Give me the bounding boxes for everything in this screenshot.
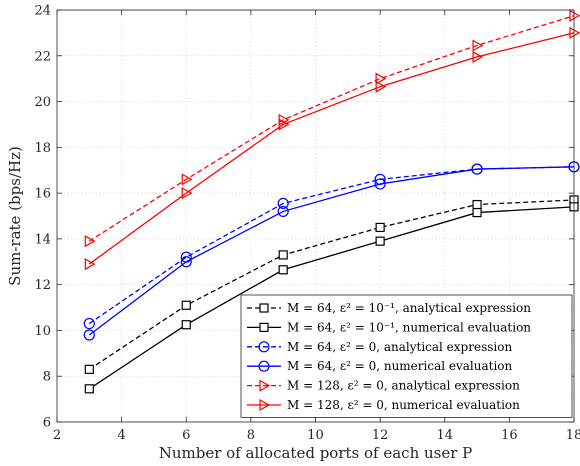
legend-label: M = 64, ε² = 0, analytical expression	[287, 340, 512, 354]
legend-entry-2: M = 64, ε² = 10⁻¹, numerical evaluation	[247, 320, 531, 334]
series-6	[84, 26, 580, 271]
legend-box	[240, 294, 573, 418]
triangle-marker	[569, 26, 580, 39]
legend-entry-3: M = 64, ε² = 0, analytical expression	[247, 340, 512, 354]
triangle-marker	[472, 39, 484, 52]
circle-marker	[277, 197, 289, 210]
y-tick-label: 18	[34, 141, 51, 156]
x-axis-label: Number of allocated ports of each user P	[159, 444, 473, 462]
square-marker	[278, 250, 288, 260]
y-tick-label: 12	[34, 278, 51, 293]
legend-entry-4: M = 64, ε² = 0, numerical evaluation	[247, 359, 513, 373]
triangle-marker	[375, 72, 387, 85]
square-marker	[181, 320, 191, 330]
legend-label: M = 64, ε² = 10⁻¹, numerical evaluation	[287, 320, 531, 334]
y-tick-label: 24	[34, 4, 51, 19]
series-line	[88, 15, 575, 242]
x-tick-label: 14	[436, 428, 453, 443]
circle-marker	[258, 341, 270, 353]
circle-marker	[83, 317, 95, 330]
series-line	[88, 206, 575, 390]
square-marker	[278, 265, 288, 275]
triangle-marker	[569, 9, 580, 22]
square-marker	[181, 300, 191, 310]
square-marker	[259, 322, 269, 332]
y-tick-label: 16	[34, 187, 51, 202]
triangle-marker	[259, 398, 271, 412]
legend-entry-1: M = 64, ε² = 10⁻¹, analytical expression	[247, 301, 531, 315]
triangle-marker	[84, 235, 96, 248]
circle-marker	[83, 329, 95, 341]
x-tick-label: 4	[117, 428, 125, 443]
legend-entry-5: M = 128, ε² = 0, analytical expression	[247, 379, 520, 393]
x-tick-label: 2	[53, 428, 61, 443]
y-axis-label: Sum-rate (bps/Hz)	[6, 146, 24, 286]
y-tick-label: 22	[34, 49, 51, 64]
series-1	[84, 195, 579, 374]
triangle-marker	[472, 50, 484, 63]
y-tick-label: 6	[43, 416, 51, 431]
legend-label: M = 64, ε² = 10⁻¹, analytical expression	[287, 301, 531, 315]
triangle-marker	[84, 258, 96, 271]
triangle-marker	[259, 379, 271, 392]
circle-marker	[258, 360, 270, 372]
square-marker	[375, 236, 385, 246]
legend: M = 64, ε² = 10⁻¹, analytical expression…	[240, 294, 573, 418]
circle-marker	[374, 178, 386, 190]
series-line	[88, 199, 575, 370]
y-tick-label: 10	[34, 324, 51, 339]
x-tick-label: 6	[182, 428, 190, 443]
x-tick-label: 16	[501, 428, 518, 443]
legend-label: M = 64, ε² = 0, numerical evaluation	[287, 359, 513, 373]
x-tick-label: 10	[307, 428, 324, 443]
triangle-marker	[181, 187, 193, 200]
legend-label: M = 128, ε² = 0, numerical evaluation	[287, 398, 520, 412]
legend-label: M = 128, ε² = 0, analytical expression	[287, 379, 520, 393]
series-5	[84, 9, 580, 248]
series-line	[88, 32, 575, 265]
square-marker	[84, 364, 94, 374]
series-layer	[83, 9, 580, 394]
square-marker	[375, 222, 385, 233]
circle-marker	[277, 205, 289, 218]
square-marker	[84, 384, 94, 394]
square-marker	[472, 199, 482, 210]
triangle-marker	[375, 80, 387, 93]
triangle-marker	[278, 118, 290, 131]
y-tick-label: 14	[34, 232, 51, 247]
circle-marker	[471, 163, 483, 175]
x-tick-label: 8	[247, 428, 255, 443]
legend-entry-6: M = 128, ε² = 0, numerical evaluation	[247, 398, 520, 412]
x-tick-label: 12	[372, 428, 389, 443]
square-marker	[259, 303, 269, 313]
triangle-marker	[181, 173, 193, 186]
x-tick-label: 18	[566, 428, 580, 443]
circle-marker	[180, 256, 192, 268]
square-marker	[472, 207, 482, 218]
y-tick-label: 8	[43, 370, 51, 385]
y-tick-label: 20	[34, 95, 51, 110]
series-line	[88, 166, 575, 336]
